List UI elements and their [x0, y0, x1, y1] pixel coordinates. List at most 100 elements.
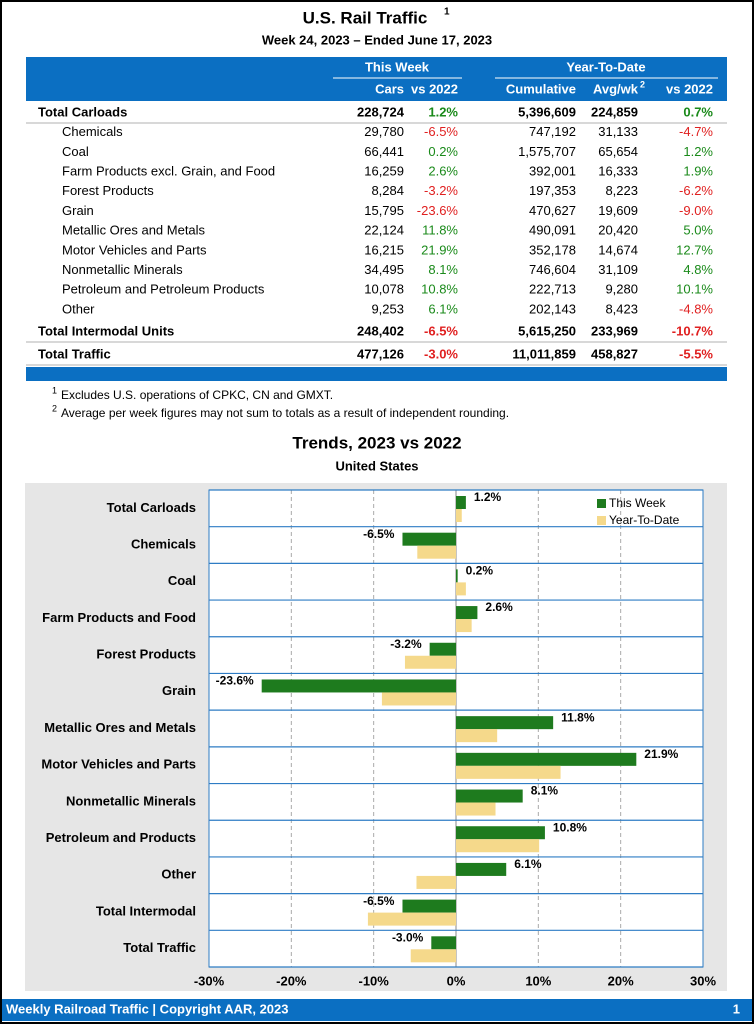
cell: -10.7%: [672, 323, 714, 338]
data-label: -3.2%: [390, 637, 422, 651]
category-label: Grain: [162, 683, 196, 698]
row-label: Motor Vehicles and Parts: [62, 242, 207, 257]
row-label: Coal: [62, 144, 89, 159]
bar: [456, 582, 466, 596]
plot-border: [208, 489, 704, 968]
cell: 31,133: [598, 124, 638, 139]
bar: [456, 569, 458, 583]
data-label: -6.5%: [363, 527, 395, 541]
row-label: Total Intermodal Units: [38, 323, 174, 338]
x-tick-label: -10%: [358, 973, 389, 988]
data-label: -3.0%: [392, 930, 424, 944]
bar: [456, 765, 561, 779]
legend-label: This Week: [609, 496, 666, 510]
column-note: 2: [640, 79, 645, 89]
cell: 233,969: [591, 323, 638, 338]
row-label: Total Carloads: [38, 104, 127, 119]
cell: 1,575,707: [518, 144, 576, 159]
cell: 224,859: [591, 104, 638, 119]
category-label: Total Traffic: [123, 940, 196, 955]
bar: [456, 716, 554, 730]
title-note: 1: [444, 7, 450, 18]
cell: 20,420: [598, 223, 638, 238]
cell: 10,078: [364, 282, 404, 297]
cell: 5.0%: [683, 223, 713, 238]
data-label: 11.8%: [561, 710, 595, 724]
cell: 11,011,859: [512, 346, 576, 361]
group-header: Year-To-Date: [566, 59, 645, 74]
bar: [456, 802, 496, 816]
chart-title: Trends, 2023 vs 2022: [292, 433, 461, 452]
row-label: Nonmetallic Minerals: [62, 262, 183, 277]
row-label: Total Traffic: [38, 346, 111, 361]
cell: 16,333: [598, 164, 638, 179]
x-tick-label: -20%: [276, 973, 307, 988]
row-label: Farm Products excl. Grain, and Food: [62, 164, 275, 179]
category-label: Coal: [168, 573, 196, 588]
footer-bar: [2, 999, 752, 1021]
bar: [456, 789, 523, 803]
cell: 9,253: [371, 301, 404, 316]
bar: [381, 692, 456, 706]
cell: 490,091: [529, 223, 576, 238]
table-footer-bar: [26, 367, 727, 381]
x-tick-label: 0%: [447, 973, 466, 988]
cell: -4.8%: [679, 301, 713, 316]
cell: 470,627: [529, 203, 576, 218]
cell: 8.1%: [428, 262, 458, 277]
x-tick-label: -30%: [194, 973, 225, 988]
cell: 8,223: [605, 183, 638, 198]
category-label: Metallic Ores and Metals: [44, 720, 196, 735]
cell: 14,674: [598, 242, 638, 257]
cell: -5.5%: [679, 346, 713, 361]
category-label: Farm Products and Food: [42, 610, 196, 625]
page-number: 1: [733, 1001, 740, 1016]
x-tick-label: 10%: [525, 973, 551, 988]
subtitle: Week 24, 2023 – Ended June 17, 2023: [262, 32, 492, 47]
bar: [402, 899, 456, 913]
cell: -3.2%: [424, 183, 458, 198]
cell: 0.2%: [428, 144, 458, 159]
bar: [456, 862, 507, 876]
row-label: Other: [62, 301, 95, 316]
cell: 21.9%: [421, 242, 458, 257]
bar: [404, 655, 456, 669]
bar: [416, 875, 456, 889]
data-label: 21.9%: [644, 747, 678, 761]
footer-text: Weekly Railroad Traffic | Copyright AAR,…: [6, 1001, 289, 1016]
category-label: Motor Vehicles and Parts: [41, 757, 196, 772]
cell: 19,609: [598, 203, 638, 218]
cell: 10.8%: [421, 282, 458, 297]
cell: 29,780: [364, 124, 404, 139]
cell: -6.2%: [679, 183, 713, 198]
bar: [261, 679, 456, 693]
bar: [456, 729, 498, 743]
cell: 15,795: [364, 203, 404, 218]
category-label: Petroleum and Products: [46, 830, 196, 845]
chart-subtitle: United States: [335, 458, 418, 473]
column-header: Avg/wk: [593, 81, 639, 96]
bar: [402, 532, 456, 546]
category-label: Total Intermodal: [96, 903, 196, 918]
cell: 8,284: [371, 183, 404, 198]
footnote: Average per week figures may not sum to …: [61, 406, 509, 420]
cell: 222,713: [529, 282, 576, 297]
x-tick-label: 20%: [608, 973, 634, 988]
column-header: Cumulative: [506, 81, 576, 96]
row-label: Forest Products: [62, 183, 154, 198]
cell: 248,402: [357, 323, 404, 338]
bar: [456, 826, 545, 840]
bar: [456, 839, 540, 853]
cell: 10.1%: [676, 282, 713, 297]
column-header: Cars: [375, 81, 404, 96]
cell: 31,109: [598, 262, 638, 277]
cell: -4.7%: [679, 124, 713, 139]
row-label: Grain: [62, 203, 94, 218]
cell: 16,259: [364, 164, 404, 179]
row-label: Petroleum and Petroleum Products: [62, 282, 265, 297]
category-label: Chemicals: [131, 536, 196, 551]
footnote: Excludes U.S. operations of CPKC, CN and…: [61, 388, 333, 402]
cell: -23.6%: [417, 203, 459, 218]
legend-label: Year-To-Date: [609, 513, 680, 527]
cell: 202,143: [529, 301, 576, 316]
